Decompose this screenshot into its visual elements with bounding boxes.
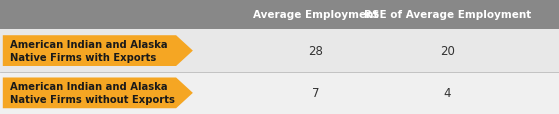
Text: Average Employment: Average Employment [253,10,378,20]
Text: RSE of Average Employment: RSE of Average Employment [363,10,531,20]
Text: 20: 20 [440,45,454,58]
Text: American Indian and Alaska
Native Firms with Exports: American Indian and Alaska Native Firms … [10,40,167,62]
Bar [0,30,559,72]
Text: American Indian and Alaska
Native Firms without Exports: American Indian and Alaska Native Firms … [10,82,174,104]
Text: 28: 28 [309,45,323,58]
Text: 4: 4 [443,87,451,100]
Polygon shape [3,78,193,108]
Text: 7: 7 [312,87,320,100]
Bar [0,72,559,114]
Bar [0,0,559,30]
Polygon shape [3,36,193,66]
